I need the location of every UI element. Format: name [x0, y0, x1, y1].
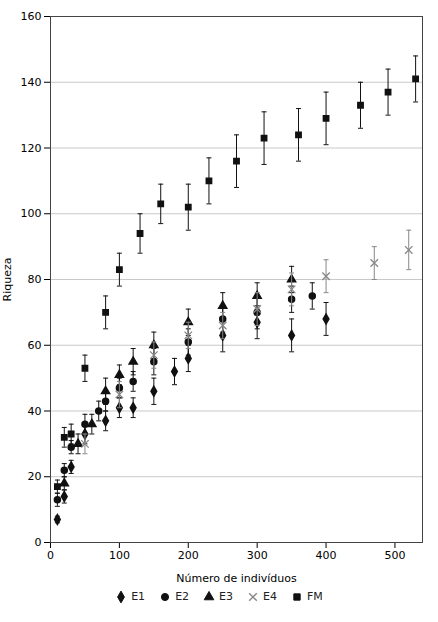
html-text:FM: FM: [307, 590, 323, 603]
svg-text:40: 40: [28, 405, 42, 418]
svg-text:200: 200: [178, 549, 199, 562]
svg-text:Riqueza: Riqueza: [1, 258, 14, 302]
html-text:E1: E1: [131, 590, 146, 603]
html-text:E4: E4: [263, 590, 277, 603]
svg-text:0: 0: [35, 536, 42, 549]
svg-text:20: 20: [28, 470, 42, 483]
svg-text:60: 60: [28, 339, 42, 352]
svg-text:100: 100: [109, 549, 130, 562]
svg-text:80: 80: [28, 273, 42, 286]
html-text:E2: E2: [175, 590, 190, 603]
svg-text:400: 400: [316, 549, 337, 562]
svg-text:Número de indivíduos: Número de indivíduos: [176, 572, 297, 585]
svg-text:140: 140: [21, 76, 42, 89]
svg-text:120: 120: [21, 142, 42, 155]
svg-text:100: 100: [21, 207, 42, 220]
svg-text:160: 160: [21, 10, 42, 23]
svg-text:0: 0: [47, 549, 54, 562]
svg-text:300: 300: [247, 549, 268, 562]
svg-text:500: 500: [384, 549, 405, 562]
html-text:E3: E3: [219, 590, 233, 603]
